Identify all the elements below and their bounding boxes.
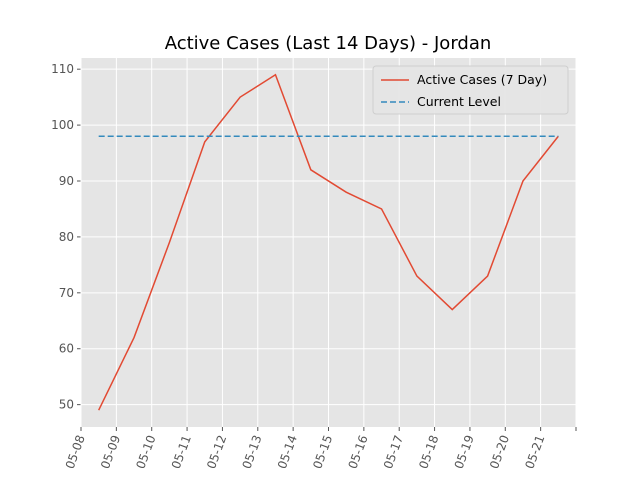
x-tick-label: 05-20 — [487, 433, 512, 471]
x-tick-label: 05-15 — [310, 433, 335, 471]
y-tick-label: 80 — [59, 230, 74, 244]
x-tick-label: 05-09 — [98, 433, 123, 471]
x-tick-label: 05-17 — [381, 433, 406, 471]
legend: Active Cases (7 Day) Current Level — [372, 65, 569, 115]
y-tick-label: 110 — [51, 62, 74, 76]
x-tick-label: 05-08 — [63, 433, 88, 471]
chart-title: Active Cases (Last 14 Days) - Jordan — [165, 33, 492, 54]
x-tick-label: 05-16 — [346, 433, 371, 471]
x-tick-label: 05-21 — [522, 433, 547, 471]
y-tick-label: 50 — [59, 398, 74, 412]
y-tick-label: 90 — [59, 174, 74, 188]
x-tick-label: 05-12 — [204, 433, 229, 471]
y-tick-label: 60 — [59, 342, 74, 356]
y-tick-label: 100 — [51, 118, 74, 132]
x-tick-label: 05-11 — [169, 433, 194, 471]
x-tick-label: 05-13 — [240, 433, 265, 471]
legend-label: Current Level — [417, 94, 501, 109]
legend-label: Active Cases (7 Day) — [417, 72, 547, 87]
line-series — [98, 73, 559, 411]
x-tick-label: 05-18 — [416, 433, 441, 471]
x-tick-label: 05-19 — [452, 433, 477, 471]
legend-box — [372, 65, 569, 115]
y-tick-label: 70 — [59, 286, 74, 300]
x-tick-label: 05-14 — [275, 433, 300, 471]
x-tick-label: 05-10 — [133, 433, 158, 471]
